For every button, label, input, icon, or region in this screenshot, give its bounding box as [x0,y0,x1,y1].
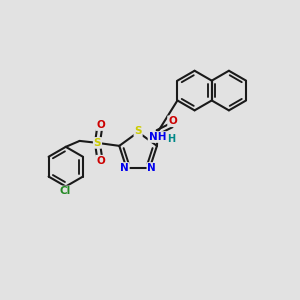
Text: S: S [134,126,142,136]
Text: Cl: Cl [59,186,70,197]
Text: S: S [94,138,101,148]
Text: O: O [96,156,105,166]
Text: O: O [168,116,177,126]
Text: N: N [120,163,129,173]
Text: NH: NH [148,132,166,142]
Text: N: N [147,163,156,173]
Text: H: H [167,134,175,144]
Text: O: O [96,120,105,130]
